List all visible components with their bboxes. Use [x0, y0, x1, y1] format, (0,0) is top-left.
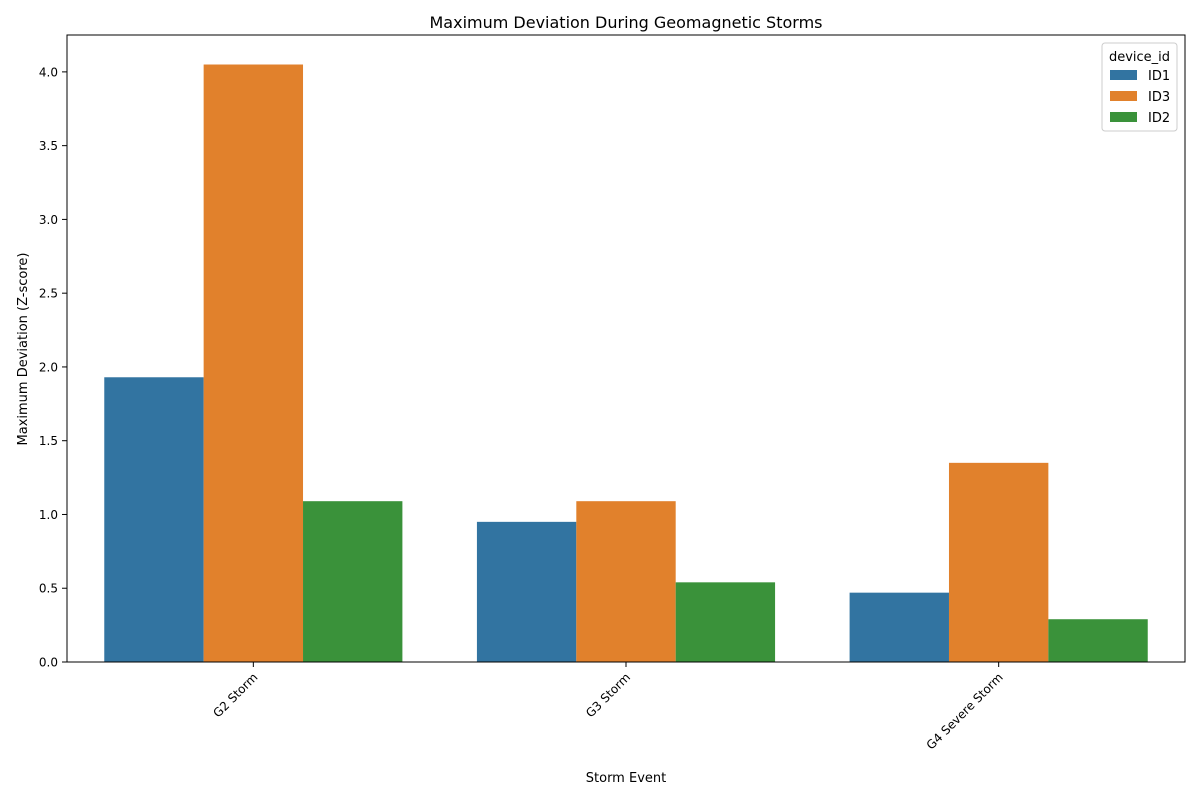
bar-id2-1 [303, 501, 403, 662]
x-tick-label: G3 Storm [583, 670, 633, 720]
bar-id1-2 [476, 521, 577, 662]
bar-id3-2 [576, 501, 676, 662]
legend-swatch-id2 [1110, 112, 1137, 122]
legend-label-id1: ID1 [1148, 69, 1170, 84]
bar-id2-3 [1048, 619, 1148, 662]
bar-id1-1 [104, 377, 204, 662]
legend-title: device_id [1109, 50, 1170, 65]
legend-label-id2: ID2 [1148, 111, 1170, 126]
legend-label-id3: ID3 [1148, 90, 1170, 105]
legend-swatch-id1 [1110, 70, 1137, 80]
chart-title: Maximum Deviation During Geomagnetic Sto… [429, 13, 822, 32]
y-tick-label: 0.0 [39, 656, 58, 670]
y-tick-label: 2.5 [39, 287, 58, 301]
y-tick-label: 1.0 [39, 508, 58, 522]
y-tick-label: 0.5 [39, 582, 58, 596]
bar-id2-2 [675, 582, 776, 662]
bar-id1-3 [849, 592, 949, 662]
y-tick-label: 3.5 [39, 139, 58, 153]
y-tick-label: 1.5 [39, 434, 58, 448]
y-tick-label: 2.0 [39, 360, 58, 374]
legend-box [1101, 42, 1178, 132]
legend-swatch-id3 [1110, 91, 1137, 101]
y-tick-label: 4.0 [39, 65, 58, 79]
bar-id3-3 [948, 462, 1049, 662]
x-tick-label: G4 Severe Storm [924, 670, 1006, 752]
bar-id3-1 [203, 64, 304, 662]
y-axis-label: Maximum Deviation (Z-score) [16, 253, 31, 446]
y-tick-label: 3.0 [39, 213, 58, 227]
x-axis-label: Storm Event [586, 771, 666, 786]
legend: device_id ID1 ID3 ID2 [1101, 42, 1178, 132]
plot-area [104, 64, 1148, 662]
x-tick-label: G2 Storm [210, 670, 260, 720]
